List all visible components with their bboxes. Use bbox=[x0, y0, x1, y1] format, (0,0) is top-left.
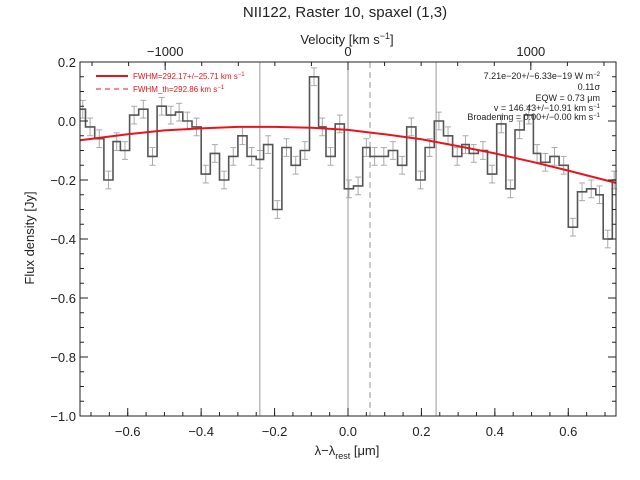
plot-area: −0.6 −0.4 −0.2 0.0 0.2 0.4 0.6 −1000 0 1000 0.2 0.0… bbox=[50, 44, 618, 439]
y-axis-label: Flux density [Jy] bbox=[22, 191, 37, 284]
x-tick-label-6: 0.6 bbox=[559, 424, 577, 439]
top-tick-label-1: 0 bbox=[344, 44, 351, 59]
annotation-broadening: Broadening = 0.00+/−0.00 km s−1 bbox=[467, 112, 600, 122]
y-tick-label-3: −0.4 bbox=[50, 232, 76, 247]
annotation-velocity: v = 146.43+/−10.91 km s−1 bbox=[494, 103, 601, 113]
legend: FWHM=292.17+/−25.71 km s−1 FWHM_th=292.8… bbox=[96, 72, 245, 94]
x-tick-label-4: 0.2 bbox=[412, 424, 430, 439]
annotation-eqw: EQW = 0.73 μm bbox=[536, 93, 600, 103]
y-tick-label-5: −0.8 bbox=[50, 350, 76, 365]
data-step-line bbox=[80, 76, 616, 240]
chart-title: NII122, Raster 10, spaxel (1,3) bbox=[243, 4, 447, 21]
x-tick-label-2: −0.2 bbox=[262, 424, 288, 439]
y-tick-label-0: 0.2 bbox=[58, 55, 76, 70]
x-tick-label-3: 0.0 bbox=[339, 424, 357, 439]
top-axis-label: Velocity [km s−1] bbox=[300, 31, 393, 47]
x-tick-label-1: −0.4 bbox=[188, 424, 214, 439]
top-tick-label-2: 1000 bbox=[516, 44, 545, 59]
y-tick-label-4: −0.6 bbox=[50, 291, 76, 306]
y-tick-label-1: 0.0 bbox=[58, 114, 76, 129]
y-tick-label-6: −1.0 bbox=[50, 409, 76, 424]
legend-dashed-label: FWHM_th=292.86 km s−1 bbox=[133, 85, 225, 94]
top-tick-label-0: −1000 bbox=[147, 44, 184, 59]
x-axis-label: λ−λrest [μm] bbox=[315, 443, 380, 461]
x-tick-label-0: −0.6 bbox=[115, 424, 141, 439]
y-tick-label-2: −0.2 bbox=[50, 173, 76, 188]
legend-solid-label: FWHM=292.17+/−25.71 km s−1 bbox=[133, 72, 245, 81]
x-tick-label-5: 0.4 bbox=[486, 424, 504, 439]
annotation-sigma: 0.11σ bbox=[578, 82, 601, 92]
model-fit-line bbox=[79, 125, 617, 184]
annotation-flux: 7.21e−20+/−6.33e−19 W m−2 bbox=[484, 71, 601, 81]
annotations: 7.21e−20+/−6.33e−19 W m−2 0.11σ EQW = 0.… bbox=[467, 71, 600, 122]
